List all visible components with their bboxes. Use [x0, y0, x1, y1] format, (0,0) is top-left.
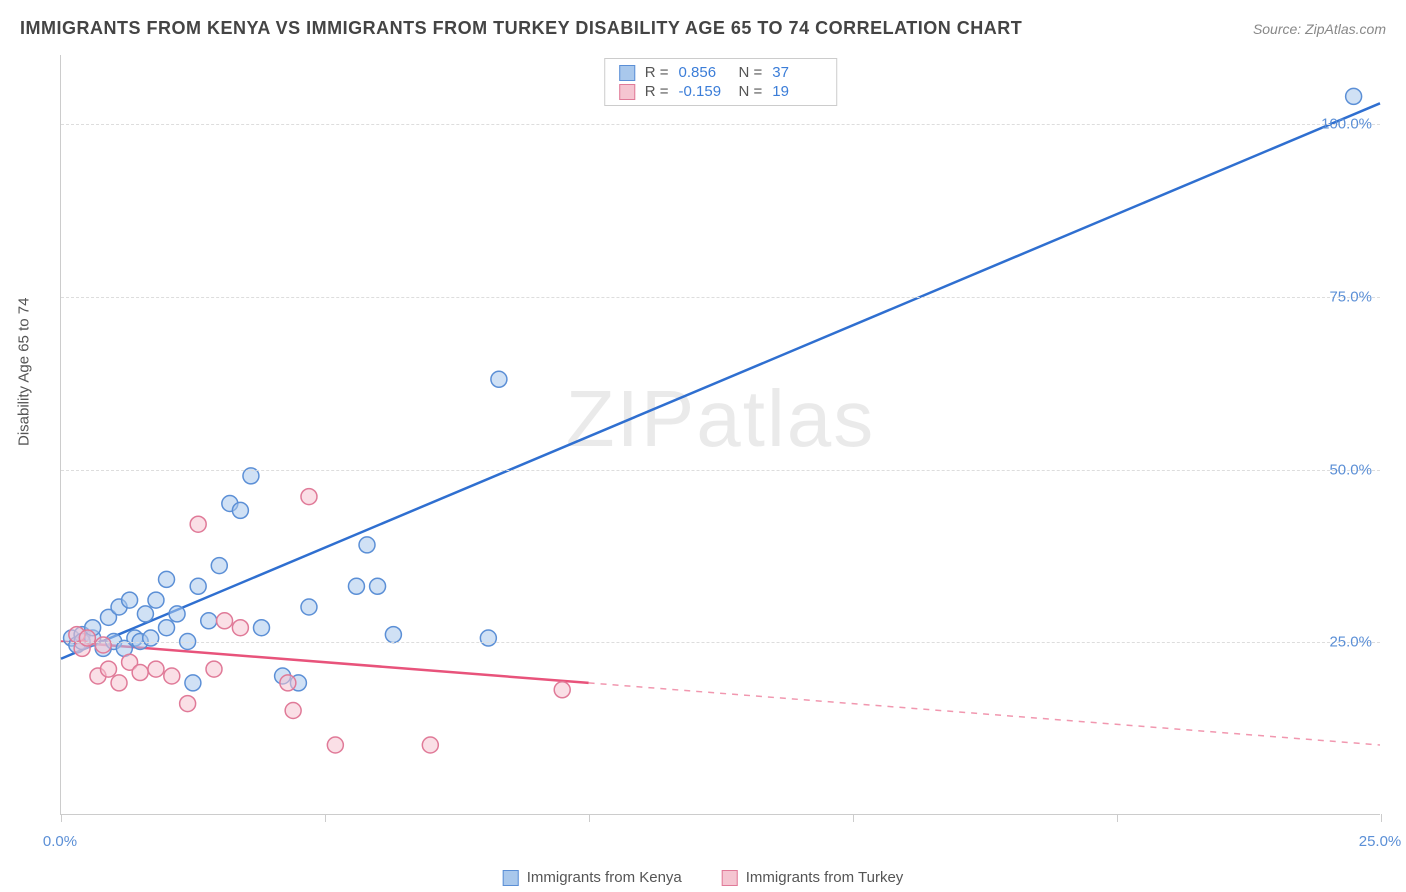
legend-item: Immigrants from Kenya	[503, 869, 682, 886]
data-point	[79, 630, 95, 646]
gridline	[61, 470, 1380, 471]
data-point	[370, 578, 386, 594]
data-point	[132, 665, 148, 681]
data-point	[253, 620, 269, 636]
data-point	[111, 675, 127, 691]
bottom-legend: Immigrants from Kenya Immigrants from Tur…	[503, 869, 904, 886]
data-point	[164, 668, 180, 684]
data-point	[301, 489, 317, 505]
x-tick	[1381, 814, 1382, 822]
n-value: 19	[772, 83, 822, 100]
legend-label: Immigrants from Kenya	[527, 869, 682, 886]
chart-title: IMMIGRANTS FROM KENYA VS IMMIGRANTS FROM…	[20, 18, 1022, 39]
data-point	[100, 661, 116, 677]
data-point	[285, 703, 301, 719]
legend-swatch	[722, 870, 738, 886]
trend-line-dashed	[589, 683, 1380, 745]
gridline	[61, 642, 1380, 643]
data-point	[348, 578, 364, 594]
trend-line	[61, 103, 1380, 658]
source-label: Source: ZipAtlas.com	[1253, 21, 1386, 37]
y-tick-label: 100.0%	[1321, 116, 1372, 133]
data-point	[301, 599, 317, 615]
data-point	[137, 606, 153, 622]
data-point	[95, 637, 111, 653]
data-point	[169, 606, 185, 622]
n-label: N =	[739, 64, 763, 81]
data-point	[217, 613, 233, 629]
y-tick-label: 75.0%	[1329, 288, 1372, 305]
x-tick-label: 0.0%	[43, 833, 77, 850]
data-point	[327, 737, 343, 753]
stats-row: R = -0.159 N = 19	[619, 82, 823, 101]
y-tick-label: 25.0%	[1329, 634, 1372, 651]
y-tick-label: 50.0%	[1329, 461, 1372, 478]
data-point	[148, 661, 164, 677]
n-label: N =	[739, 83, 763, 100]
x-tick	[853, 814, 854, 822]
data-point	[280, 675, 296, 691]
n-value: 37	[772, 64, 822, 81]
x-tick	[325, 814, 326, 822]
data-point	[211, 558, 227, 574]
title-bar: IMMIGRANTS FROM KENYA VS IMMIGRANTS FROM…	[20, 18, 1386, 39]
data-point	[201, 613, 217, 629]
data-point	[148, 592, 164, 608]
data-point	[1346, 88, 1362, 104]
data-point	[480, 630, 496, 646]
chart-svg	[61, 55, 1380, 814]
legend-swatch	[619, 84, 635, 100]
gridline	[61, 124, 1380, 125]
stats-box: R = 0.856 N = 37 R = -0.159 N = 19	[604, 58, 838, 106]
data-point	[143, 630, 159, 646]
data-point	[122, 592, 138, 608]
data-point	[232, 620, 248, 636]
x-tick-label: 25.0%	[1359, 833, 1402, 850]
data-point	[159, 571, 175, 587]
legend-item: Immigrants from Turkey	[722, 869, 904, 886]
data-point	[180, 696, 196, 712]
data-point	[422, 737, 438, 753]
data-point	[554, 682, 570, 698]
legend-swatch	[503, 870, 519, 886]
legend-swatch	[619, 65, 635, 81]
stats-row: R = 0.856 N = 37	[619, 63, 823, 82]
plot-area: ZIPatlas R =0.856N =37R =-0.159N =19 25.…	[60, 55, 1380, 815]
y-axis-label: Disability Age 65 to 74	[16, 298, 33, 446]
data-point	[232, 502, 248, 518]
data-point	[185, 675, 201, 691]
gridline	[61, 297, 1380, 298]
x-tick	[1117, 814, 1118, 822]
r-value: -0.159	[679, 83, 729, 100]
legend-label: Immigrants from Turkey	[746, 869, 904, 886]
r-label: R =	[645, 83, 669, 100]
data-point	[491, 371, 507, 387]
data-point	[190, 578, 206, 594]
x-tick	[589, 814, 590, 822]
data-point	[206, 661, 222, 677]
data-point	[190, 516, 206, 532]
data-point	[359, 537, 375, 553]
data-point	[385, 627, 401, 643]
r-label: R =	[645, 64, 669, 81]
r-value: 0.856	[679, 64, 729, 81]
data-point	[159, 620, 175, 636]
x-tick	[61, 814, 62, 822]
